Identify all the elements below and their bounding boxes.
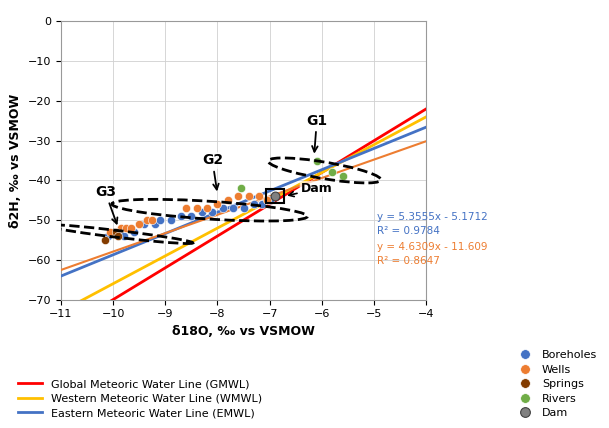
Point xyxy=(105,229,115,235)
Point xyxy=(218,205,228,211)
Point xyxy=(270,193,280,200)
Point xyxy=(202,205,212,211)
Point xyxy=(113,229,123,235)
Text: G3: G3 xyxy=(95,185,118,223)
Text: y = 4.6309x - 11.609: y = 4.6309x - 11.609 xyxy=(377,242,487,252)
Point xyxy=(257,201,267,208)
Point xyxy=(113,232,123,239)
Point xyxy=(328,169,337,176)
Point xyxy=(155,217,165,223)
Point xyxy=(236,185,246,192)
Point xyxy=(142,217,152,223)
Text: y = 5.3555x - 5.1712: y = 5.3555x - 5.1712 xyxy=(377,212,487,222)
Point xyxy=(150,221,160,228)
Point xyxy=(135,221,144,228)
Point xyxy=(176,213,186,220)
Point xyxy=(223,197,233,204)
Point xyxy=(103,232,113,239)
Point xyxy=(166,217,175,223)
X-axis label: δ18O, ‰ vs VSMOW: δ18O, ‰ vs VSMOW xyxy=(172,325,315,338)
Point xyxy=(244,193,254,200)
Point xyxy=(186,213,196,220)
Point xyxy=(121,225,131,232)
Point xyxy=(119,232,128,239)
Point xyxy=(116,225,126,232)
Text: Dam: Dam xyxy=(289,182,333,196)
Point xyxy=(228,205,238,211)
Point xyxy=(255,193,264,200)
Text: G2: G2 xyxy=(202,154,223,190)
Point xyxy=(312,157,322,164)
Text: R² = 0.8647: R² = 0.8647 xyxy=(377,256,440,266)
Point xyxy=(249,201,259,208)
Point xyxy=(233,193,243,200)
Point xyxy=(239,205,248,211)
Text: R² = 0.9784: R² = 0.9784 xyxy=(377,226,440,236)
Point xyxy=(197,209,206,216)
Point xyxy=(139,221,149,228)
Text: G1: G1 xyxy=(306,114,328,152)
Point xyxy=(147,217,157,223)
Point xyxy=(338,173,348,180)
Point xyxy=(192,205,202,211)
Point xyxy=(265,197,275,204)
Point xyxy=(262,197,272,204)
Point xyxy=(213,201,222,208)
Point xyxy=(127,225,136,232)
Point xyxy=(208,209,217,216)
Legend: Boreholes, Wells, Springs, Rivers, Dam: Boreholes, Wells, Springs, Rivers, Dam xyxy=(516,351,597,418)
Legend: Global Meteoric Water Line (GMWL), Western Meteoric Water Line (WMWL), Eastern M: Global Meteoric Water Line (GMWL), Weste… xyxy=(18,379,262,418)
Point xyxy=(181,205,191,211)
Point xyxy=(129,229,139,235)
Point xyxy=(111,229,121,235)
Y-axis label: δ2H, ‰ vs VSMOW: δ2H, ‰ vs VSMOW xyxy=(9,93,22,228)
Point xyxy=(100,237,110,244)
